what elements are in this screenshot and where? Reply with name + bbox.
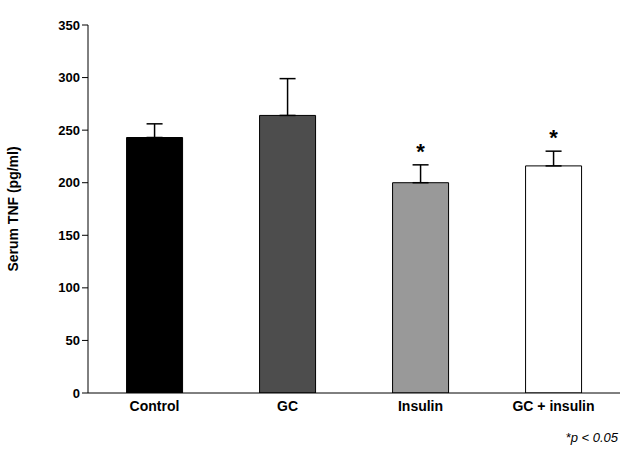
svg-text:200: 200 — [58, 175, 80, 190]
svg-text:*: * — [549, 125, 558, 150]
svg-text:*: * — [416, 139, 425, 164]
svg-text:0: 0 — [73, 386, 80, 401]
svg-text:100: 100 — [58, 280, 80, 295]
svg-text:Control: Control — [130, 398, 180, 414]
html-text:*p < 0.05: *p < 0.05 — [565, 430, 618, 445]
svg-text:150: 150 — [58, 228, 80, 243]
svg-text:250: 250 — [58, 123, 80, 138]
svg-text:Serum TNF (pg/ml): Serum TNF (pg/ml) — [8, 146, 21, 271]
svg-text:GC + insulin: GC + insulin — [512, 398, 594, 414]
svg-text:350: 350 — [58, 18, 80, 33]
svg-text:300: 300 — [58, 70, 80, 85]
svg-text:50: 50 — [66, 333, 80, 348]
svg-text:Insulin: Insulin — [398, 398, 443, 414]
svg-text:GC: GC — [277, 398, 298, 414]
